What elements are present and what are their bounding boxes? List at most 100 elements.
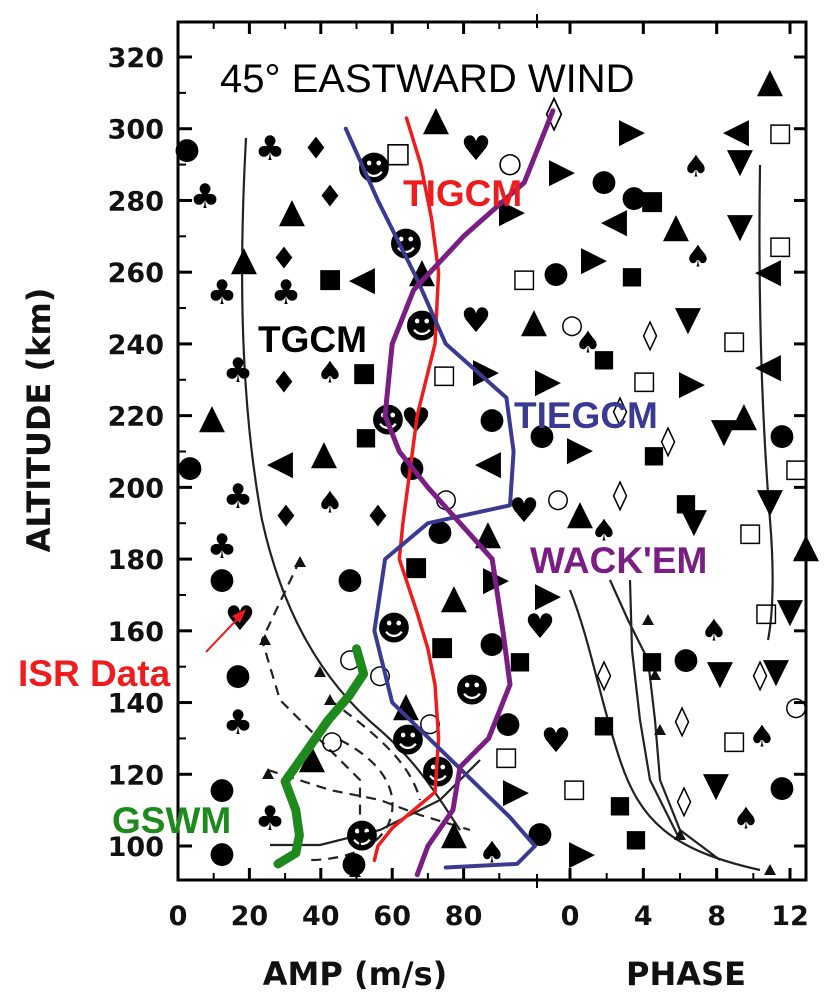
scatter-symbol: ♠ (317, 356, 344, 391)
scatter-symbol: ■ (593, 344, 616, 372)
amp-axis-title: AMP (m/s) (263, 955, 448, 993)
series-line-tiegcm (343, 126, 537, 870)
scatter-symbol: ◊ (643, 318, 658, 353)
phase-axis-title: PHASE (626, 955, 746, 993)
scatter-symbol: □ (562, 774, 587, 804)
scatter-symbol: ♠ (591, 514, 618, 549)
background-curve (568, 589, 761, 872)
scatter-symbol: ◀ (601, 201, 628, 241)
amp-tick-label: 80 (445, 901, 483, 932)
scatter-symbol: ● (209, 562, 235, 597)
curve-marker (764, 864, 776, 875)
scatter-symbol: ◀ (267, 443, 294, 483)
scatter-symbol: ■ (318, 264, 343, 294)
scatter-symbol: ● (209, 772, 235, 807)
background-curve (329, 699, 422, 801)
y-tick-label: 100 (108, 832, 164, 863)
background-curve (758, 164, 774, 641)
curve-marker (349, 866, 361, 877)
scatter-symbol: ◊ (613, 478, 628, 513)
curve-marker (642, 614, 654, 625)
scatter-symbol: ● (543, 256, 569, 291)
amp-tick-label: 0 (169, 901, 188, 932)
isr-pointer-arrowhead (232, 609, 246, 623)
scatter-symbol: ■ (643, 440, 666, 468)
scatter-symbol: □ (432, 360, 457, 390)
scatter-symbol: ● (527, 816, 553, 851)
scatter-symbol: □ (722, 326, 747, 356)
phase-tick-label: 0 (561, 901, 580, 932)
scatter-symbol: ◀ (723, 111, 750, 151)
scatter-symbol: ■ (609, 790, 632, 818)
scatter-symbol: ■ (404, 552, 429, 582)
background-curves (241, 137, 776, 877)
amp-tick-label: 20 (231, 901, 269, 932)
scatter-symbol: ▼ (777, 591, 804, 631)
scatter-symbol: ● (769, 770, 795, 805)
background-curve (260, 559, 362, 866)
gswm-label: GSWM (112, 800, 231, 841)
scatter-symbol: ▶ (499, 191, 526, 231)
model-series (273, 108, 556, 878)
scatter-symbol: ◀ (475, 443, 502, 483)
scatter-symbol: ♦ (273, 500, 300, 535)
y-tick-label: 120 (108, 760, 164, 791)
scatter-symbol: ● (673, 642, 699, 677)
scatter-symbol: ■ (430, 632, 455, 662)
scatter-symbol: ○ (435, 484, 458, 514)
background-curve (309, 739, 394, 862)
scatter-symbol: ▼ (727, 206, 754, 246)
scatter-symbol: ▶ (535, 361, 562, 401)
series-line-gswm (273, 644, 369, 869)
scatter-symbol: ▲ (231, 239, 258, 279)
scatter-symbol: ♠ (575, 326, 602, 361)
scatter-symbol: ▲ (731, 395, 758, 435)
scatter-symbol: ■ (621, 261, 644, 289)
y-tick-label: 180 (108, 545, 164, 576)
scatter-symbol: ▲ (663, 206, 690, 246)
scatter-symbol: ▲ (441, 577, 468, 617)
scatter-symbol: ♣ (255, 799, 285, 839)
scatter-symbol: ▶ (679, 363, 706, 403)
scatter-symbol: ▼ (727, 141, 754, 181)
phase-tick-label: 12 (771, 901, 809, 932)
scatter-symbol: ▼ (763, 651, 790, 691)
scatter-symbol: ■ (675, 488, 698, 516)
scatter-symbol: ■ (509, 646, 532, 674)
scatter-symbol: ♣ (223, 703, 253, 743)
scatter-symbol: ♦ (365, 500, 392, 535)
scatter-symbol: ▶ (503, 771, 530, 811)
tiegcm-label: TIEGCM (514, 395, 658, 436)
curve-marker (314, 666, 326, 677)
scatter-symbol: □ (754, 598, 779, 628)
curve-marker (654, 724, 666, 735)
scatter-symbol: ○ (561, 310, 584, 340)
scatter-symbol: ▲ (757, 61, 784, 101)
scatter-symbol: ▶ (581, 239, 608, 279)
scatter-symbol: ◊ (675, 704, 690, 739)
scatter-symbol: ○ (547, 484, 570, 514)
scatter-symbol: ◊ (677, 784, 692, 819)
scatter-symbol: ● (209, 836, 235, 871)
series-line-tigcm (372, 116, 441, 863)
scatter-symbol: ♦ (317, 180, 344, 215)
curve-marker (649, 669, 661, 680)
scatter-symbol: ♦ (271, 242, 298, 277)
scatter-symbol: ☻ (344, 817, 379, 857)
scatter-symbol: ♣ (190, 177, 220, 217)
scatter-symbol: ● (174, 132, 200, 167)
scatter-symbol: ♣ (255, 129, 285, 169)
background-curve (270, 759, 481, 847)
scatter-symbol: ■ (352, 358, 377, 388)
scatter-symbol: ▶ (535, 575, 562, 615)
scatter-symbol: ▼ (703, 765, 730, 805)
scatter-symbol: ▲ (567, 493, 594, 533)
scatter-symbol: ♥ (509, 491, 539, 531)
scatter-symbol: ■ (355, 422, 378, 450)
y-tick-label: 160 (108, 617, 164, 648)
y-axis-title: ALTITUDE (km) (20, 288, 58, 553)
scatter-symbol: ♥ (541, 721, 571, 761)
chart-labels: 45° EASTWARD WIND ALTITUDE (km) AMP (m/s… (18, 57, 746, 993)
scatter-symbol: ◊ (597, 658, 612, 693)
